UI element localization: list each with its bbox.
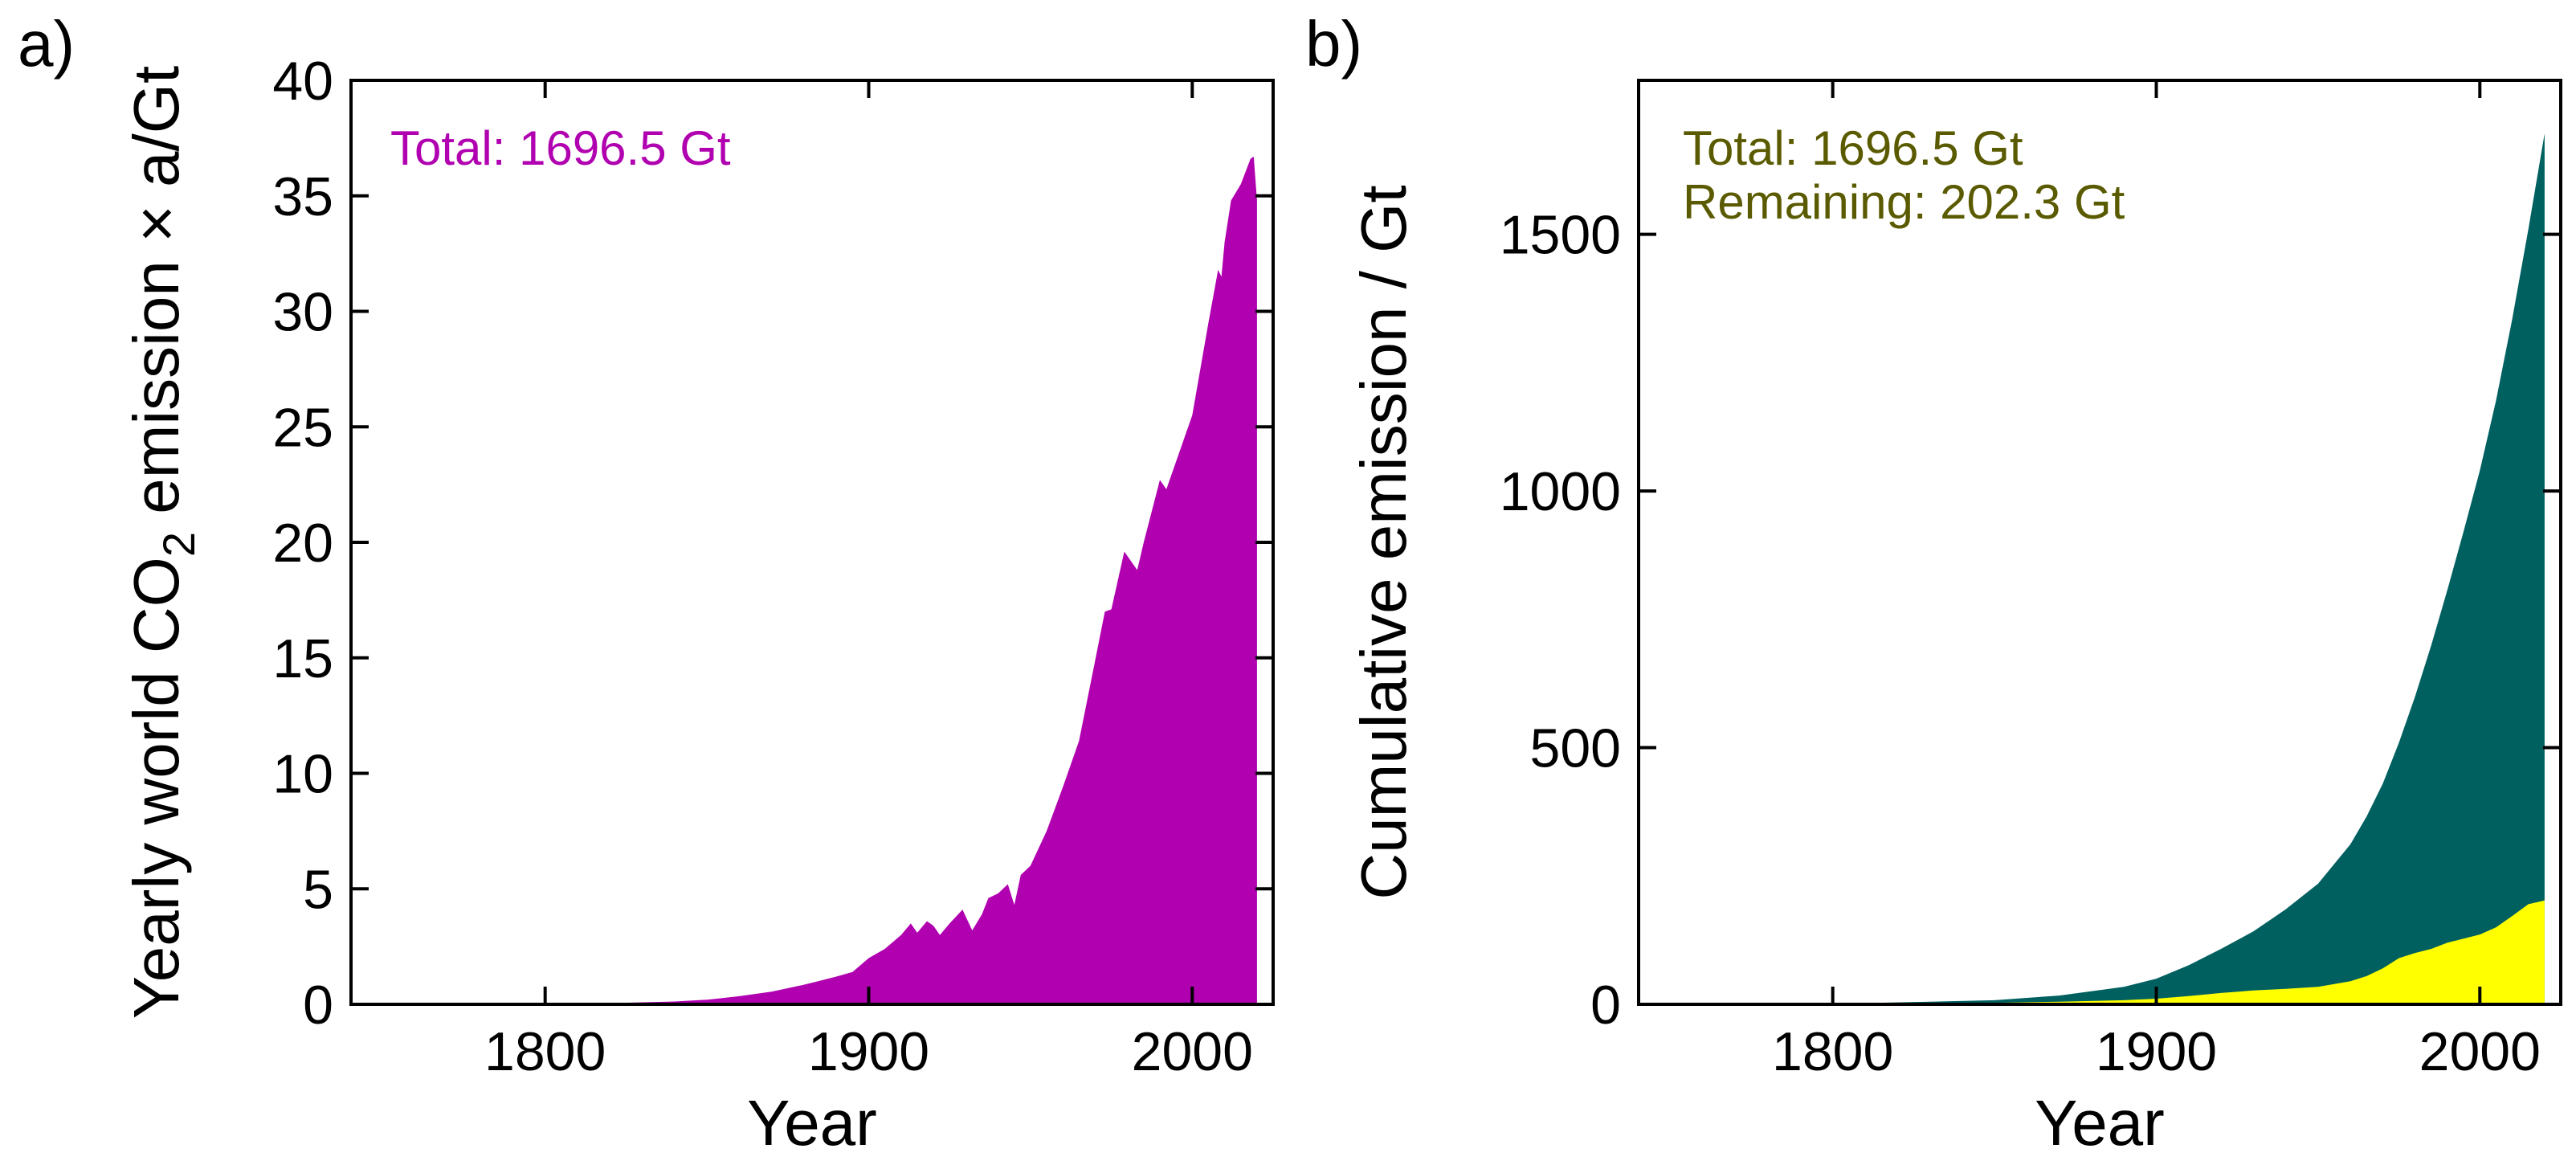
annotation-total-b: Total: 1696.5 Gt — [1683, 121, 2023, 175]
x-tick-label-2000: 2000 — [1132, 1021, 1253, 1082]
panel-label-a: a) — [18, 8, 75, 80]
x-axis-title-a: Year — [747, 1087, 877, 1159]
y-tick-label-20: 20 — [272, 513, 333, 574]
plot-frame-b — [1637, 79, 2562, 1006]
x-tick-label-1800: 1800 — [1772, 1021, 1893, 1082]
y-tick-label-500: 500 — [1530, 718, 1621, 779]
x-tick-label-1900: 1900 — [808, 1021, 929, 1082]
chart-panel-a: a) 1800 1900 2000 0 5 10 15 20 25 30 35 40 Total: 1… — [18, 8, 1275, 1159]
x-tick-label-2000: 2000 — [2419, 1021, 2541, 1082]
chart-panel-b: b) 1800 1900 2000 0 500 1000 1500 Total: 1696.… — [1305, 8, 2562, 1159]
y-tick-label-10: 10 — [272, 744, 333, 805]
y-tick-label-30: 30 — [272, 282, 333, 343]
y-tick-label-0: 0 — [1590, 975, 1621, 1036]
y-tick-label-5: 5 — [303, 859, 333, 920]
y-axis-title-a-part2: emission × a/Gt — [120, 66, 192, 532]
annotation-remaining-b: Remaining: 202.3 Gt — [1683, 175, 2125, 229]
y-tick-label-1000: 1000 — [1500, 461, 1621, 522]
x-tick-label-1800: 1800 — [484, 1021, 606, 1082]
y-tick-label-15: 15 — [272, 628, 333, 689]
y-axis-title-b: Cumulative emission / Gt — [1348, 185, 1419, 899]
area-remaining — [1671, 900, 2545, 1004]
x-tick-label-1900: 1900 — [2096, 1021, 2217, 1082]
x-axis-title-b: Year — [2035, 1087, 2165, 1159]
y-tick-label-40: 40 — [272, 51, 333, 112]
annotation-total-a: Total: 1696.5 Gt — [390, 121, 731, 175]
area-yearly-emission — [383, 156, 1257, 1004]
y-tick-label-35: 35 — [272, 166, 333, 227]
y-tick-label-25: 25 — [272, 397, 333, 458]
y-tick-label-1500: 1500 — [1500, 205, 1621, 266]
y-tick-label-0: 0 — [303, 975, 333, 1036]
y-axis-title-a-subscript: 2 — [153, 532, 204, 557]
area-total-cumulative — [1671, 133, 2545, 1005]
y-axis-title-a: Yearly world CO2 emission × a/Gt — [120, 66, 204, 1019]
panel-label-b: b) — [1305, 8, 1362, 80]
y-axis-title-a-part1: Yearly world CO — [120, 557, 192, 1019]
